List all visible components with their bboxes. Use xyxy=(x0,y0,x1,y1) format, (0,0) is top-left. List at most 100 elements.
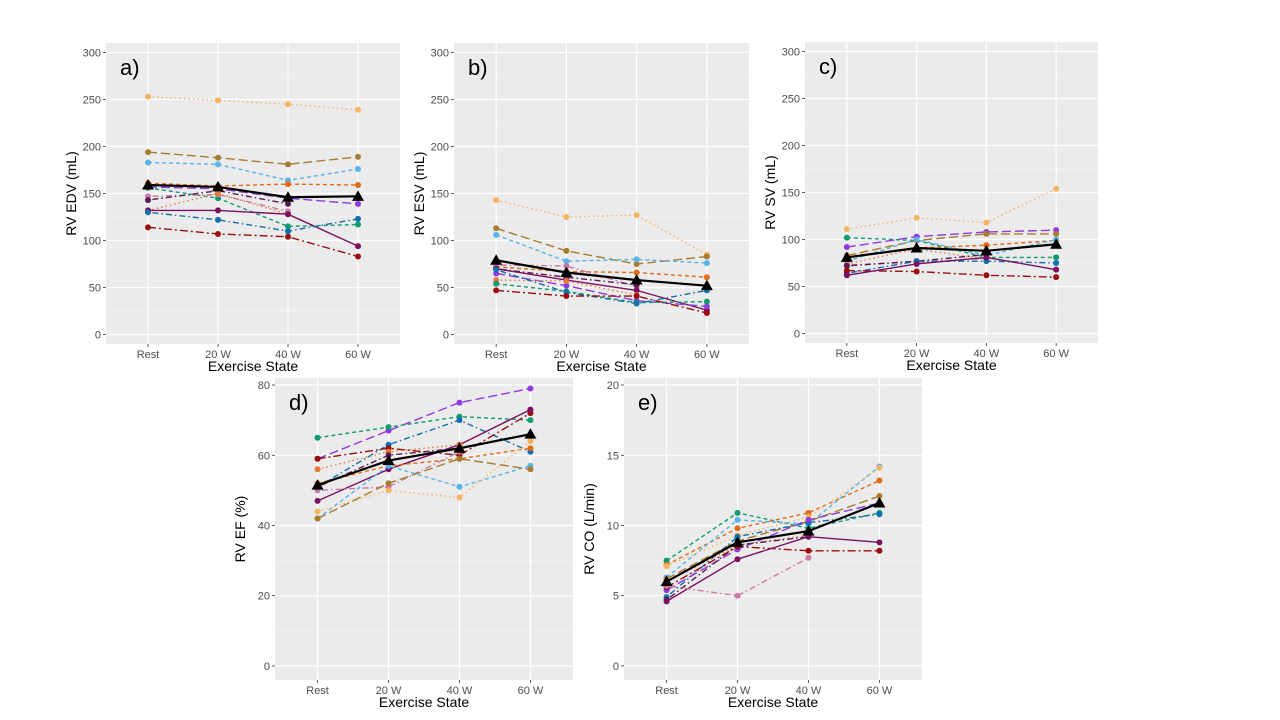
x-tick-label: 20 W xyxy=(554,349,580,361)
data-point xyxy=(285,200,291,207)
x-tick-label: 20 W xyxy=(376,685,402,697)
x-tick-label: 40 W xyxy=(624,349,650,361)
data-point xyxy=(876,547,883,554)
data-point xyxy=(876,477,883,484)
series-line xyxy=(846,253,987,267)
data-point xyxy=(285,223,291,230)
series-line xyxy=(496,268,637,286)
data-point xyxy=(145,93,151,100)
x-tick-label: 40 W xyxy=(974,348,1000,360)
y-tick-label: 0 xyxy=(443,330,449,342)
series-s12 xyxy=(145,224,361,260)
data-point xyxy=(843,244,850,251)
series-s4 xyxy=(663,477,883,568)
data-point xyxy=(703,303,710,310)
mean-marker xyxy=(524,428,537,439)
data-point xyxy=(843,262,850,269)
data-point xyxy=(285,161,291,168)
data-point xyxy=(314,434,321,441)
y-axis-title: RV SV (mL) xyxy=(762,155,778,229)
data-point xyxy=(215,161,221,168)
series-s2 xyxy=(493,225,710,268)
series-s1 xyxy=(843,185,1060,233)
series-line xyxy=(147,226,359,258)
x-axis-title: Exercise State xyxy=(379,694,469,710)
panel-c: 0 50 100 150 200 250 300 Rest 20 W 40 W 60 W Exerci… xyxy=(762,42,1098,373)
mean-marker xyxy=(873,497,886,508)
data-point xyxy=(563,282,570,289)
data-point xyxy=(633,269,640,276)
x-tick-label: Rest xyxy=(137,349,160,361)
panel-a: 0 50 100 150 200 250 300 Rest 20 W 40 W 60 W Exerci… xyxy=(63,43,400,374)
panel-label: e) xyxy=(638,390,658,415)
data-point xyxy=(145,159,151,166)
data-point xyxy=(734,556,741,563)
data-point xyxy=(563,247,570,254)
x-tick-label: Rest xyxy=(485,349,508,361)
series-line xyxy=(496,279,637,296)
data-point xyxy=(215,190,221,197)
series-s11 xyxy=(145,209,361,235)
data-point xyxy=(527,438,534,445)
y-tick-label: 40 xyxy=(258,520,270,532)
data-point xyxy=(1053,266,1060,273)
data-point xyxy=(663,598,670,605)
data-point xyxy=(215,230,221,237)
data-point xyxy=(355,243,361,250)
data-point xyxy=(703,309,710,316)
mean-marker xyxy=(212,180,224,192)
data-point xyxy=(734,516,741,523)
mean-marker xyxy=(700,279,713,291)
data-point xyxy=(876,511,883,518)
series-line xyxy=(666,502,880,591)
series-line xyxy=(666,557,809,597)
series-line xyxy=(495,269,707,305)
data-point xyxy=(983,254,990,261)
mean-marker xyxy=(1050,238,1063,249)
y-axis-title: RV ESV (mL) xyxy=(411,152,427,236)
series-line xyxy=(846,233,1057,257)
data-point xyxy=(843,267,850,274)
series-line xyxy=(496,268,708,311)
data-point xyxy=(703,298,710,305)
series-line xyxy=(846,260,1057,275)
series-line xyxy=(495,234,707,264)
mean-marker xyxy=(980,244,993,256)
x-tick-label: Rest xyxy=(655,685,678,697)
data-point xyxy=(1053,260,1060,267)
y-tick-label: 100 xyxy=(83,236,101,248)
data-point xyxy=(805,516,812,523)
data-point xyxy=(633,261,640,268)
data-point xyxy=(663,557,670,564)
data-point xyxy=(355,200,361,207)
data-point xyxy=(493,287,500,294)
series-mean xyxy=(142,179,364,202)
series-s12 xyxy=(843,267,1060,281)
panel-e: 0 5 10 15 20 Rest 20 W 40 W 60 W Exercise State RV… xyxy=(581,378,922,710)
data-point xyxy=(913,214,920,221)
mean-marker xyxy=(731,536,744,547)
x-tick-label: Rest xyxy=(306,685,329,697)
series-line xyxy=(147,211,359,232)
data-point xyxy=(663,563,670,570)
mean-marker xyxy=(453,442,466,453)
series-line xyxy=(147,183,359,199)
data-point xyxy=(145,149,151,156)
y-tick-label: 50 xyxy=(788,282,800,294)
x-tick-label: 40 W xyxy=(447,685,473,697)
mean-marker xyxy=(910,241,923,253)
series-line xyxy=(147,161,359,182)
y-tick-label: 250 xyxy=(431,94,449,106)
data-point xyxy=(734,592,741,599)
data-point xyxy=(314,508,321,515)
data-point xyxy=(385,480,392,487)
data-point xyxy=(215,154,221,161)
series-line xyxy=(317,433,531,487)
data-point xyxy=(734,525,741,532)
y-tick-label: 100 xyxy=(782,235,800,247)
y-tick-label: 60 xyxy=(258,450,270,462)
plot-background xyxy=(275,378,573,680)
data-point xyxy=(805,554,812,561)
x-tick-label: 20 W xyxy=(725,685,751,697)
series-line xyxy=(317,419,531,488)
